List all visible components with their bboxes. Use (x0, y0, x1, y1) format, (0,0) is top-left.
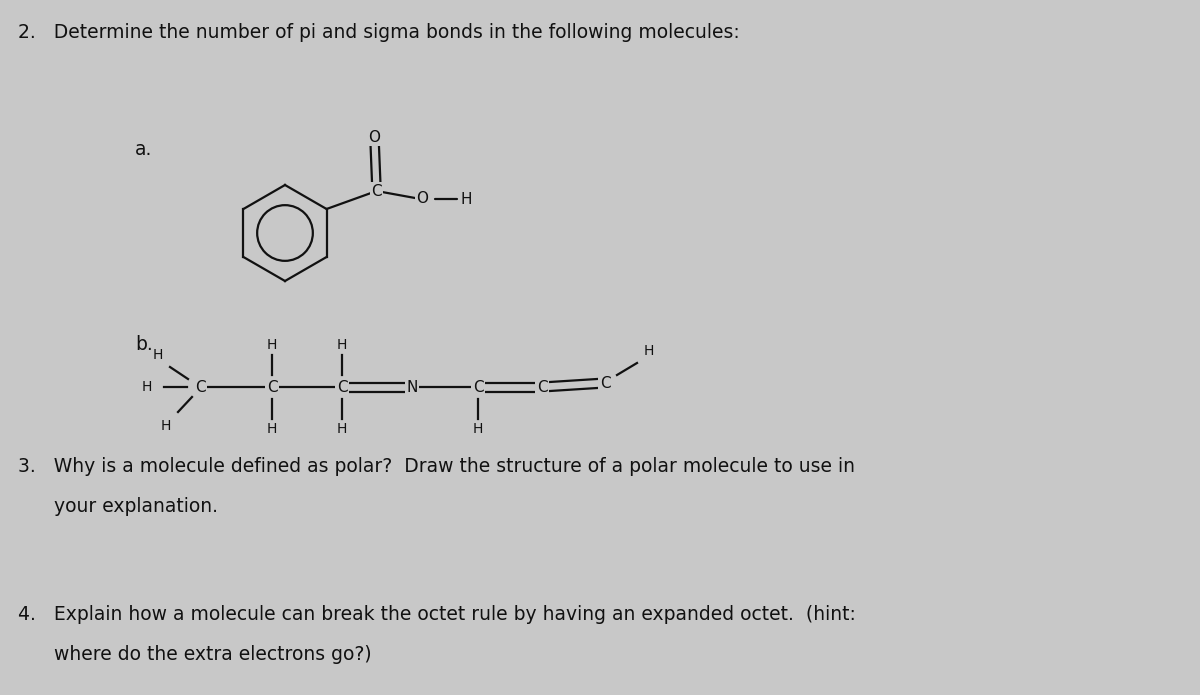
Text: H: H (337, 422, 347, 436)
Text: O: O (368, 129, 380, 145)
Text: 4.   Explain how a molecule can break the octet rule by having an expanded octet: 4. Explain how a molecule can break the … (18, 605, 856, 624)
Text: N: N (407, 379, 418, 395)
Text: O: O (416, 190, 428, 206)
Text: b.: b. (134, 335, 152, 354)
Text: a.: a. (134, 140, 152, 159)
Text: H: H (142, 380, 152, 394)
Text: H: H (644, 344, 654, 358)
Text: C: C (473, 379, 484, 395)
Text: H: H (152, 348, 163, 362)
Text: H: H (337, 338, 347, 352)
Text: where do the extra electrons go?): where do the extra electrons go?) (18, 645, 372, 664)
Text: H: H (161, 419, 172, 433)
Text: C: C (371, 183, 382, 199)
Text: 3.   Why is a molecule defined as polar?  Draw the structure of a polar molecule: 3. Why is a molecule defined as polar? D… (18, 457, 854, 476)
Text: C: C (536, 379, 547, 395)
Text: C: C (337, 379, 347, 395)
Text: your explanation.: your explanation. (18, 497, 218, 516)
Text: C: C (194, 379, 205, 395)
Text: C: C (266, 379, 277, 395)
Text: C: C (600, 375, 611, 391)
Text: H: H (473, 422, 484, 436)
Text: 2.   Determine the number of pi and sigma bonds in the following molecules:: 2. Determine the number of pi and sigma … (18, 23, 739, 42)
Text: H: H (266, 422, 277, 436)
Text: H: H (266, 338, 277, 352)
Text: H: H (461, 192, 473, 206)
